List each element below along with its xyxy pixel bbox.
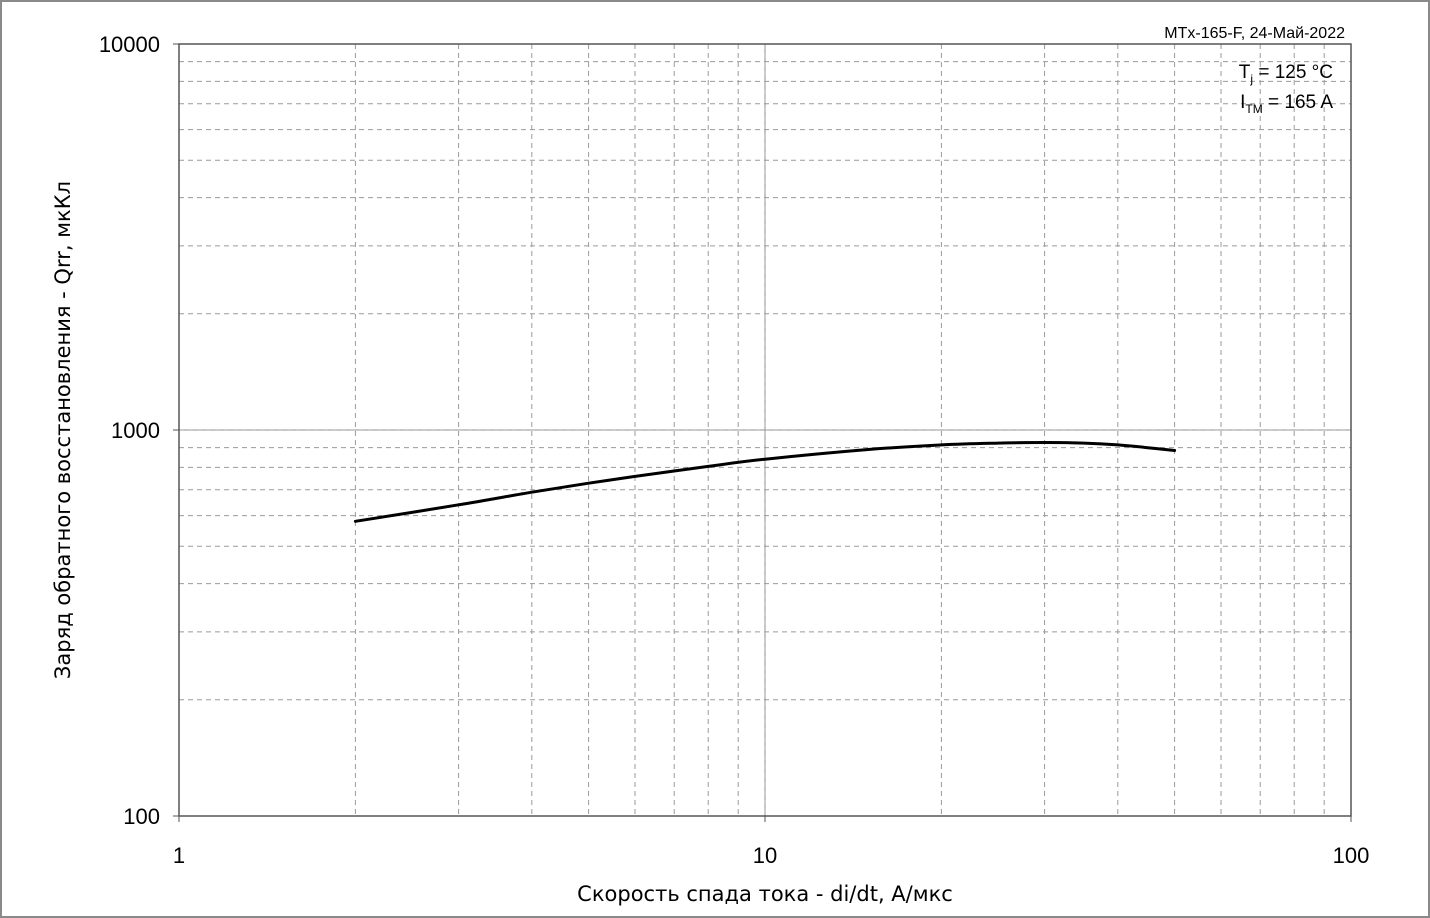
qrr-point (633, 475, 637, 478)
x-tick-label: 100 (1333, 843, 1370, 868)
y-tick-label: 100 (123, 804, 160, 829)
x-axis-label: Скорость спада тока - di/dt, А/мкс (577, 882, 953, 906)
grid (179, 44, 1351, 816)
qrr-point (1116, 443, 1120, 447)
qrr-point (996, 441, 1000, 445)
tj-condition: Tj = 125 °C (1239, 62, 1333, 86)
itm-symbol: I (1240, 92, 1245, 113)
qrr-point (1146, 446, 1149, 449)
itm-subscript: TM (1245, 102, 1262, 116)
qrr-point (1082, 441, 1086, 445)
qrr-point (940, 443, 943, 447)
qrr-point (457, 503, 460, 507)
qrr-point (354, 520, 357, 523)
plot-border (178, 43, 1352, 817)
qrr-point (763, 458, 767, 461)
qrr-point (707, 465, 710, 468)
qrr-point (530, 491, 534, 494)
qrr-point (1173, 449, 1176, 452)
y-tick-label: 10000 (99, 32, 160, 57)
tj-subscript: j (1249, 72, 1253, 86)
tick-labels: 1 10 100 100 1000 10000 (99, 32, 1370, 868)
x-tick-label: 10 (753, 843, 777, 868)
y-tick-label: 1000 (111, 418, 160, 443)
qrr-point (1043, 441, 1046, 444)
y-axis-label: Заряд обратного восстановления - Qrr, мк… (51, 181, 75, 679)
itm-value: = 165 A (1263, 92, 1334, 113)
qrr-point (587, 482, 590, 485)
qrr-point (866, 448, 870, 451)
tj-value: = 125 °C (1253, 62, 1333, 83)
chart-stamp: MTx-165-F, 24-Май-2022 (1164, 25, 1345, 42)
x-tick-label: 1 (173, 843, 185, 868)
series-layer (353, 440, 1177, 523)
tj-symbol: T (1239, 62, 1251, 83)
itm-condition: ITM = 165 A (1240, 92, 1333, 116)
